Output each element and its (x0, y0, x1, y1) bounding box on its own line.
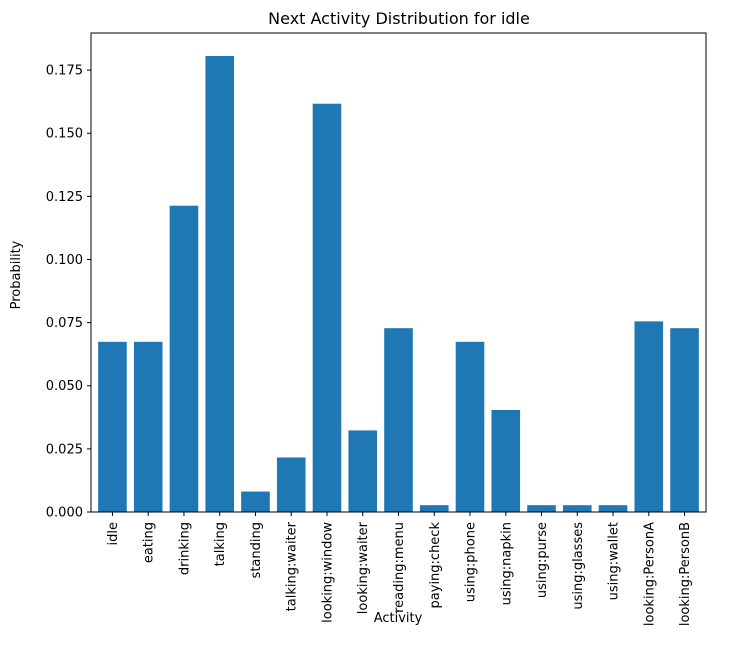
x-tick-label-looking:waiter: looking:waiter (356, 521, 371, 614)
y-axis: 0.000 0.025 0.050 0.075 0.100 0.125 0.150 0.175 (46, 64, 91, 521)
x-axis-title: Activity (374, 611, 423, 626)
y-tick-label: 0.025 (46, 442, 83, 457)
x-tick-label-talking: talking (213, 522, 228, 566)
x-tick-label-using:glasses: using:glasses (571, 522, 586, 610)
x-tick-label-reading:menu: reading:menu (392, 522, 407, 613)
plot-frame (90, 32, 707, 513)
bar-using:napkin (491, 409, 521, 512)
y-tick-label: 0.125 (46, 190, 83, 205)
bar-standing (241, 491, 270, 512)
x-tick-label-using:phone: using:phone (464, 522, 479, 602)
bar-using:wallet (598, 505, 628, 512)
bar-using:phone (455, 341, 485, 512)
bar-using:purse (527, 505, 556, 512)
y-tick-label: 0.050 (46, 379, 83, 394)
x-tick-label-using:napkin: using:napkin (499, 522, 514, 605)
bar-talking:waiter (276, 457, 306, 512)
chart-title: Next Activity Distribution for idle (268, 9, 530, 28)
bar-using:glasses (562, 505, 592, 512)
x-tick-label-eating: eating (142, 522, 157, 563)
bars-group (98, 55, 699, 513)
y-tick-label: 0.075 (46, 316, 83, 331)
bar-eating (133, 341, 163, 512)
x-tick-label-looking:window: looking:window (320, 522, 335, 623)
bar-drinking (169, 205, 199, 512)
bar-looking:waiter (348, 430, 378, 512)
bar-talking (205, 55, 235, 513)
x-tick-label-looking:PersonA: looking:PersonA (642, 522, 657, 626)
x-tick-label-paying:check: paying:check (428, 522, 443, 609)
x-tick-label-drinking: drinking (177, 522, 192, 575)
x-tick-label-looking:PersonB: looking:PersonB (678, 522, 693, 626)
y-tick-label: 0.100 (46, 253, 83, 268)
y-tick-label: 0.150 (46, 127, 83, 142)
y-axis-title: Probability (9, 240, 24, 309)
x-tick-label-talking:waiter: talking:waiter (285, 521, 300, 611)
bar-paying:check (419, 505, 449, 512)
y-tick-label: 0.000 (46, 506, 83, 521)
x-tick-label-using:wallet: using:wallet (607, 522, 622, 600)
x-tick-label-idle: idle (106, 522, 121, 545)
bar-looking:PersonA (634, 321, 664, 512)
bar-idle (98, 341, 127, 512)
bar-reading:menu (384, 328, 413, 512)
x-tick-label-using:purse: using:purse (535, 522, 550, 598)
bar-looking:PersonB (670, 328, 699, 512)
x-axis: idle eating drinking talking standing talking… (106, 512, 693, 626)
y-tick-label: 0.175 (46, 64, 83, 79)
x-tick-label-standing: standing (249, 522, 264, 578)
bar-looking:window (312, 103, 342, 512)
